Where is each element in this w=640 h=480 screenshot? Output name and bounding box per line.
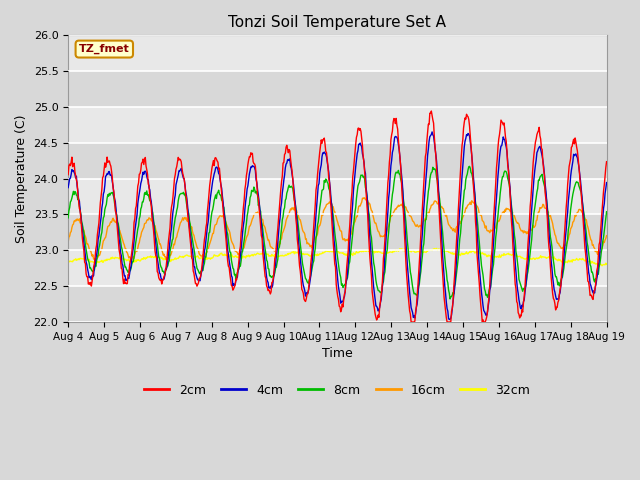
Bar bbox=[68, 286, 607, 322]
Title: Tonzi Soil Temperature Set A: Tonzi Soil Temperature Set A bbox=[228, 15, 446, 30]
X-axis label: Time: Time bbox=[322, 347, 353, 360]
Bar bbox=[68, 36, 607, 71]
Bar bbox=[68, 250, 607, 286]
Bar bbox=[68, 179, 607, 215]
Bar bbox=[68, 107, 607, 143]
Bar bbox=[68, 143, 607, 179]
Bar bbox=[68, 215, 607, 250]
Y-axis label: Soil Temperature (C): Soil Temperature (C) bbox=[15, 114, 28, 243]
Bar bbox=[68, 71, 607, 107]
Text: TZ_fmet: TZ_fmet bbox=[79, 44, 130, 54]
Legend: 2cm, 4cm, 8cm, 16cm, 32cm: 2cm, 4cm, 8cm, 16cm, 32cm bbox=[140, 379, 535, 402]
